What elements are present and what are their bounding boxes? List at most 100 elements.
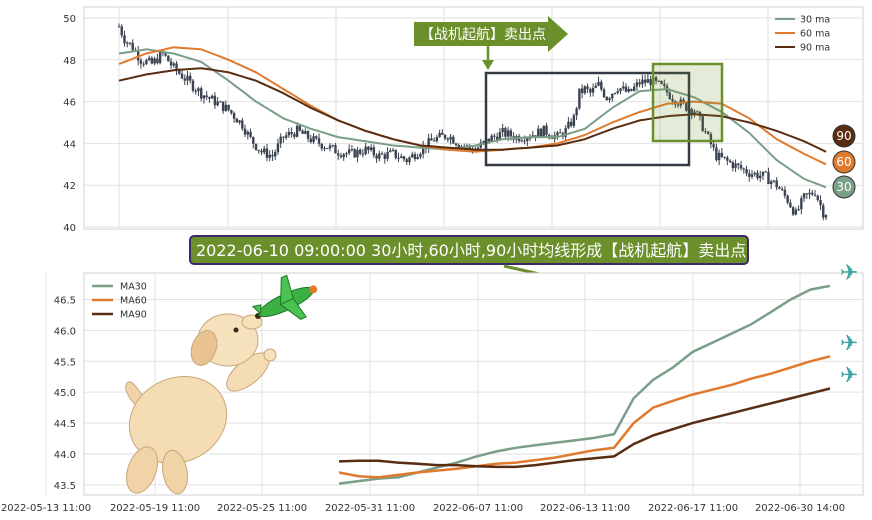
toy-plane-tail <box>251 304 262 315</box>
candle-body <box>597 81 600 86</box>
candle-body <box>221 101 225 111</box>
airplane-icon: ✈ <box>840 331 858 356</box>
candle-body <box>438 132 441 138</box>
candle-body <box>172 63 176 66</box>
candle-body <box>583 86 587 94</box>
dog-ear <box>190 330 218 366</box>
candle-body <box>139 60 143 64</box>
candle-body <box>389 150 392 153</box>
candle-body <box>696 111 699 113</box>
candle-body <box>660 81 663 84</box>
candle-body <box>726 157 729 161</box>
candle-body <box>526 138 529 142</box>
candle-body <box>627 88 630 92</box>
highlight-box-green <box>651 62 724 143</box>
candle-body <box>805 193 809 195</box>
candle-body <box>378 153 381 159</box>
candle-body <box>293 133 296 137</box>
bottom-y-tick-labels: 43.5 44.0 44.5 45.0 45.5 46.0 46.5 <box>54 296 76 492</box>
signal-banner-text: 2022-06-10 09:00:00 30小时,60小时,90小时均线形成【战… <box>196 241 746 260</box>
candle-body <box>183 78 186 81</box>
candle-body <box>767 171 770 184</box>
candle-body <box>342 154 345 158</box>
candle-body <box>764 171 767 173</box>
candle-body <box>748 173 751 177</box>
candle-body <box>317 138 321 144</box>
candle-body <box>232 113 236 119</box>
toy-plane-wing-low <box>279 297 307 320</box>
bottom-x-tick-label: 2022-06-30 14:00 <box>755 503 845 514</box>
candle-body <box>126 42 129 44</box>
bottom-y-tick-label: 45.5 <box>54 357 76 368</box>
badge-60-text: 60 <box>836 155 851 169</box>
candle-body <box>542 125 545 137</box>
candle-body <box>202 95 206 99</box>
ma90-line <box>338 387 831 469</box>
legend-label: MA90 <box>120 310 147 321</box>
candle-body <box>295 125 299 137</box>
top-y-tick-label: 40 <box>63 223 76 234</box>
candle-body <box>709 133 713 145</box>
bottom-legend: MA30 MA60 MA90 <box>92 282 147 321</box>
candle-body <box>268 154 271 158</box>
dog-body <box>128 375 228 465</box>
legend-label: 60 ma <box>800 29 830 40</box>
candle-body <box>153 58 156 64</box>
candle-body <box>523 140 526 142</box>
candle-body <box>128 42 132 44</box>
ma60-line <box>118 46 827 166</box>
candle-body <box>638 82 641 85</box>
bottom-x-tick-label: 2022-05-31 11:00 <box>325 503 415 514</box>
candle-body <box>816 195 819 201</box>
candle-body <box>723 156 726 158</box>
candle-body <box>276 143 280 153</box>
candle-body <box>427 138 430 149</box>
top-candles <box>117 23 828 221</box>
bottom-panel: 43.5 44.0 44.5 45.0 45.5 46.0 46.5 2022-05-13 … <box>1 261 864 514</box>
candle-body <box>602 89 606 97</box>
candle-body <box>717 152 721 161</box>
candle-body <box>449 136 452 140</box>
candle-body <box>230 110 233 114</box>
candle-body <box>769 181 773 184</box>
candle-body <box>158 52 162 64</box>
candle-body <box>668 92 672 100</box>
signal-banner-box <box>189 235 749 265</box>
candle-body <box>304 131 307 134</box>
candle-body <box>345 153 348 155</box>
candle-body <box>671 99 674 102</box>
candle-body <box>641 79 644 85</box>
bottom-y-tick-label: 44.0 <box>54 450 76 461</box>
candle-body <box>791 207 795 215</box>
candle-body <box>756 172 759 179</box>
candle-body <box>353 149 356 158</box>
candle-body <box>246 131 249 135</box>
candle-body <box>734 163 737 169</box>
candle-body <box>361 153 365 155</box>
candle-body <box>430 138 433 141</box>
candle-body <box>783 189 787 196</box>
bottom-ma-lines <box>338 284 831 485</box>
candle-body <box>131 42 134 51</box>
candle-body <box>808 192 811 195</box>
candle-body <box>320 143 323 149</box>
candle-body <box>156 58 159 64</box>
candle-body <box>210 95 214 99</box>
candle-body <box>273 152 277 157</box>
candle-body <box>432 140 436 142</box>
badge-90-text: 90 <box>836 129 851 143</box>
legend-label: MA30 <box>120 282 147 293</box>
candle-body <box>120 26 123 36</box>
candle-body <box>150 57 154 64</box>
candle-body <box>421 145 425 154</box>
candle-body <box>572 115 576 126</box>
candle-body <box>279 136 282 144</box>
candle-body <box>334 145 337 154</box>
legend-label: 30 ma <box>800 15 830 26</box>
candle-body <box>611 93 614 99</box>
dog-paw <box>263 348 277 362</box>
candle-body <box>358 149 362 154</box>
bottom-x-tick-label: 2022-05-25 11:00 <box>217 503 307 514</box>
top-y-tick-label: 44 <box>63 139 76 150</box>
candle-body <box>813 194 817 196</box>
